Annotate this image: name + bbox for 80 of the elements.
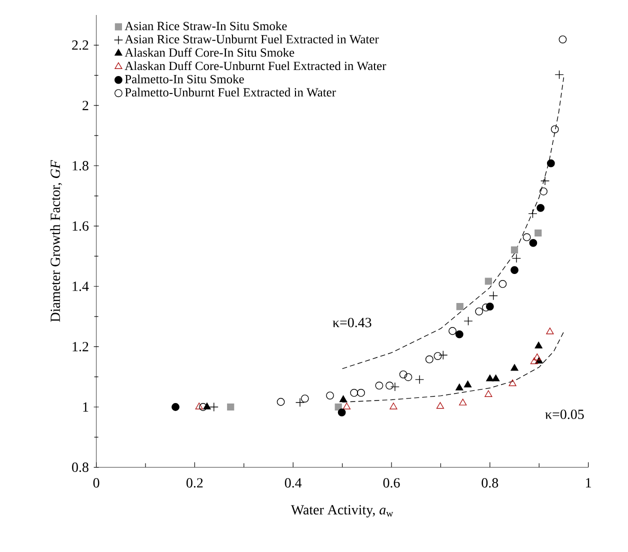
x-axis-title: Water Activity, a$_{w}$ (290, 505, 394, 518)
point (486, 374, 494, 382)
legend-label: Asian Rice Straw-In Situ Smoke (124, 21, 287, 30)
y-tick-label: 1.6 (72, 221, 89, 231)
legend-label: Alaskan Duff Core-Unburnt Fuel Extracted in Water (124, 61, 386, 70)
point (456, 303, 464, 310)
point (540, 187, 548, 196)
point (464, 316, 473, 326)
point (554, 70, 564, 80)
point (342, 402, 351, 410)
point (172, 403, 180, 411)
point (459, 398, 467, 406)
point (300, 394, 309, 402)
point (528, 209, 538, 218)
point (534, 342, 542, 348)
point (534, 229, 542, 237)
point (484, 390, 492, 397)
x-tick-label: 0.8 (482, 478, 498, 488)
point (455, 330, 464, 338)
point (399, 370, 408, 378)
point (510, 266, 518, 274)
x-tick-label: 0.2 (186, 478, 203, 488)
point (536, 204, 545, 212)
point (512, 254, 522, 263)
point (326, 392, 334, 400)
point (199, 403, 208, 411)
y-tick-label: 2.2 (72, 40, 88, 50)
point (425, 355, 434, 364)
point (415, 375, 424, 384)
point (558, 35, 567, 44)
point (533, 353, 541, 360)
point (550, 125, 559, 134)
point (508, 379, 516, 386)
legend-label: Alaskan Duff Core-In Situ Smoke (124, 48, 294, 57)
legend-label: Asian Rice Straw-Unburnt Fuel Extracted in Water (124, 34, 379, 44)
y-tick-label: 1.8 (72, 161, 88, 171)
point (276, 398, 285, 406)
point (456, 384, 464, 390)
point (464, 380, 472, 388)
y-tick-label: 2 (82, 100, 88, 110)
y-tick-label: 1.2 (72, 342, 88, 352)
point (488, 291, 498, 300)
point (530, 357, 538, 364)
x-tick-label: 0.4 (284, 478, 302, 488)
point (522, 233, 531, 242)
point (390, 402, 398, 410)
point (404, 373, 412, 382)
point (375, 382, 384, 390)
point (492, 374, 500, 382)
point (510, 246, 518, 254)
x-tick-label: 0.6 (383, 478, 400, 488)
y-tick-label: 0.8 (72, 462, 88, 472)
y-axis-title: Diameter Growth Factor, GF (50, 160, 62, 322)
point (448, 327, 456, 335)
point (484, 278, 492, 285)
point (227, 403, 234, 411)
point (546, 159, 555, 168)
legend-label: Palmetto-Unburnt Fuel Extracted in Water (125, 88, 336, 97)
point (529, 239, 538, 247)
annotation: κ=0.43 (332, 318, 372, 328)
point (540, 176, 550, 186)
point (498, 280, 507, 288)
point (436, 402, 444, 409)
point (482, 304, 490, 312)
legend-label: Palmetto-In Situ Smoke (125, 74, 244, 84)
point (350, 388, 358, 397)
annotation: κ=0.05 (545, 410, 584, 420)
x-tick-label: 0 (93, 478, 100, 488)
point (209, 402, 218, 412)
point (338, 408, 346, 416)
point (339, 395, 348, 402)
point (510, 364, 518, 371)
point (475, 307, 484, 316)
point (546, 328, 554, 334)
point (295, 398, 305, 408)
y-tick-label: 1.4 (72, 282, 89, 292)
x-tick-label: 1 (586, 478, 591, 488)
y-tick-label: 1 (83, 402, 88, 412)
point (195, 402, 203, 410)
point (357, 388, 365, 397)
